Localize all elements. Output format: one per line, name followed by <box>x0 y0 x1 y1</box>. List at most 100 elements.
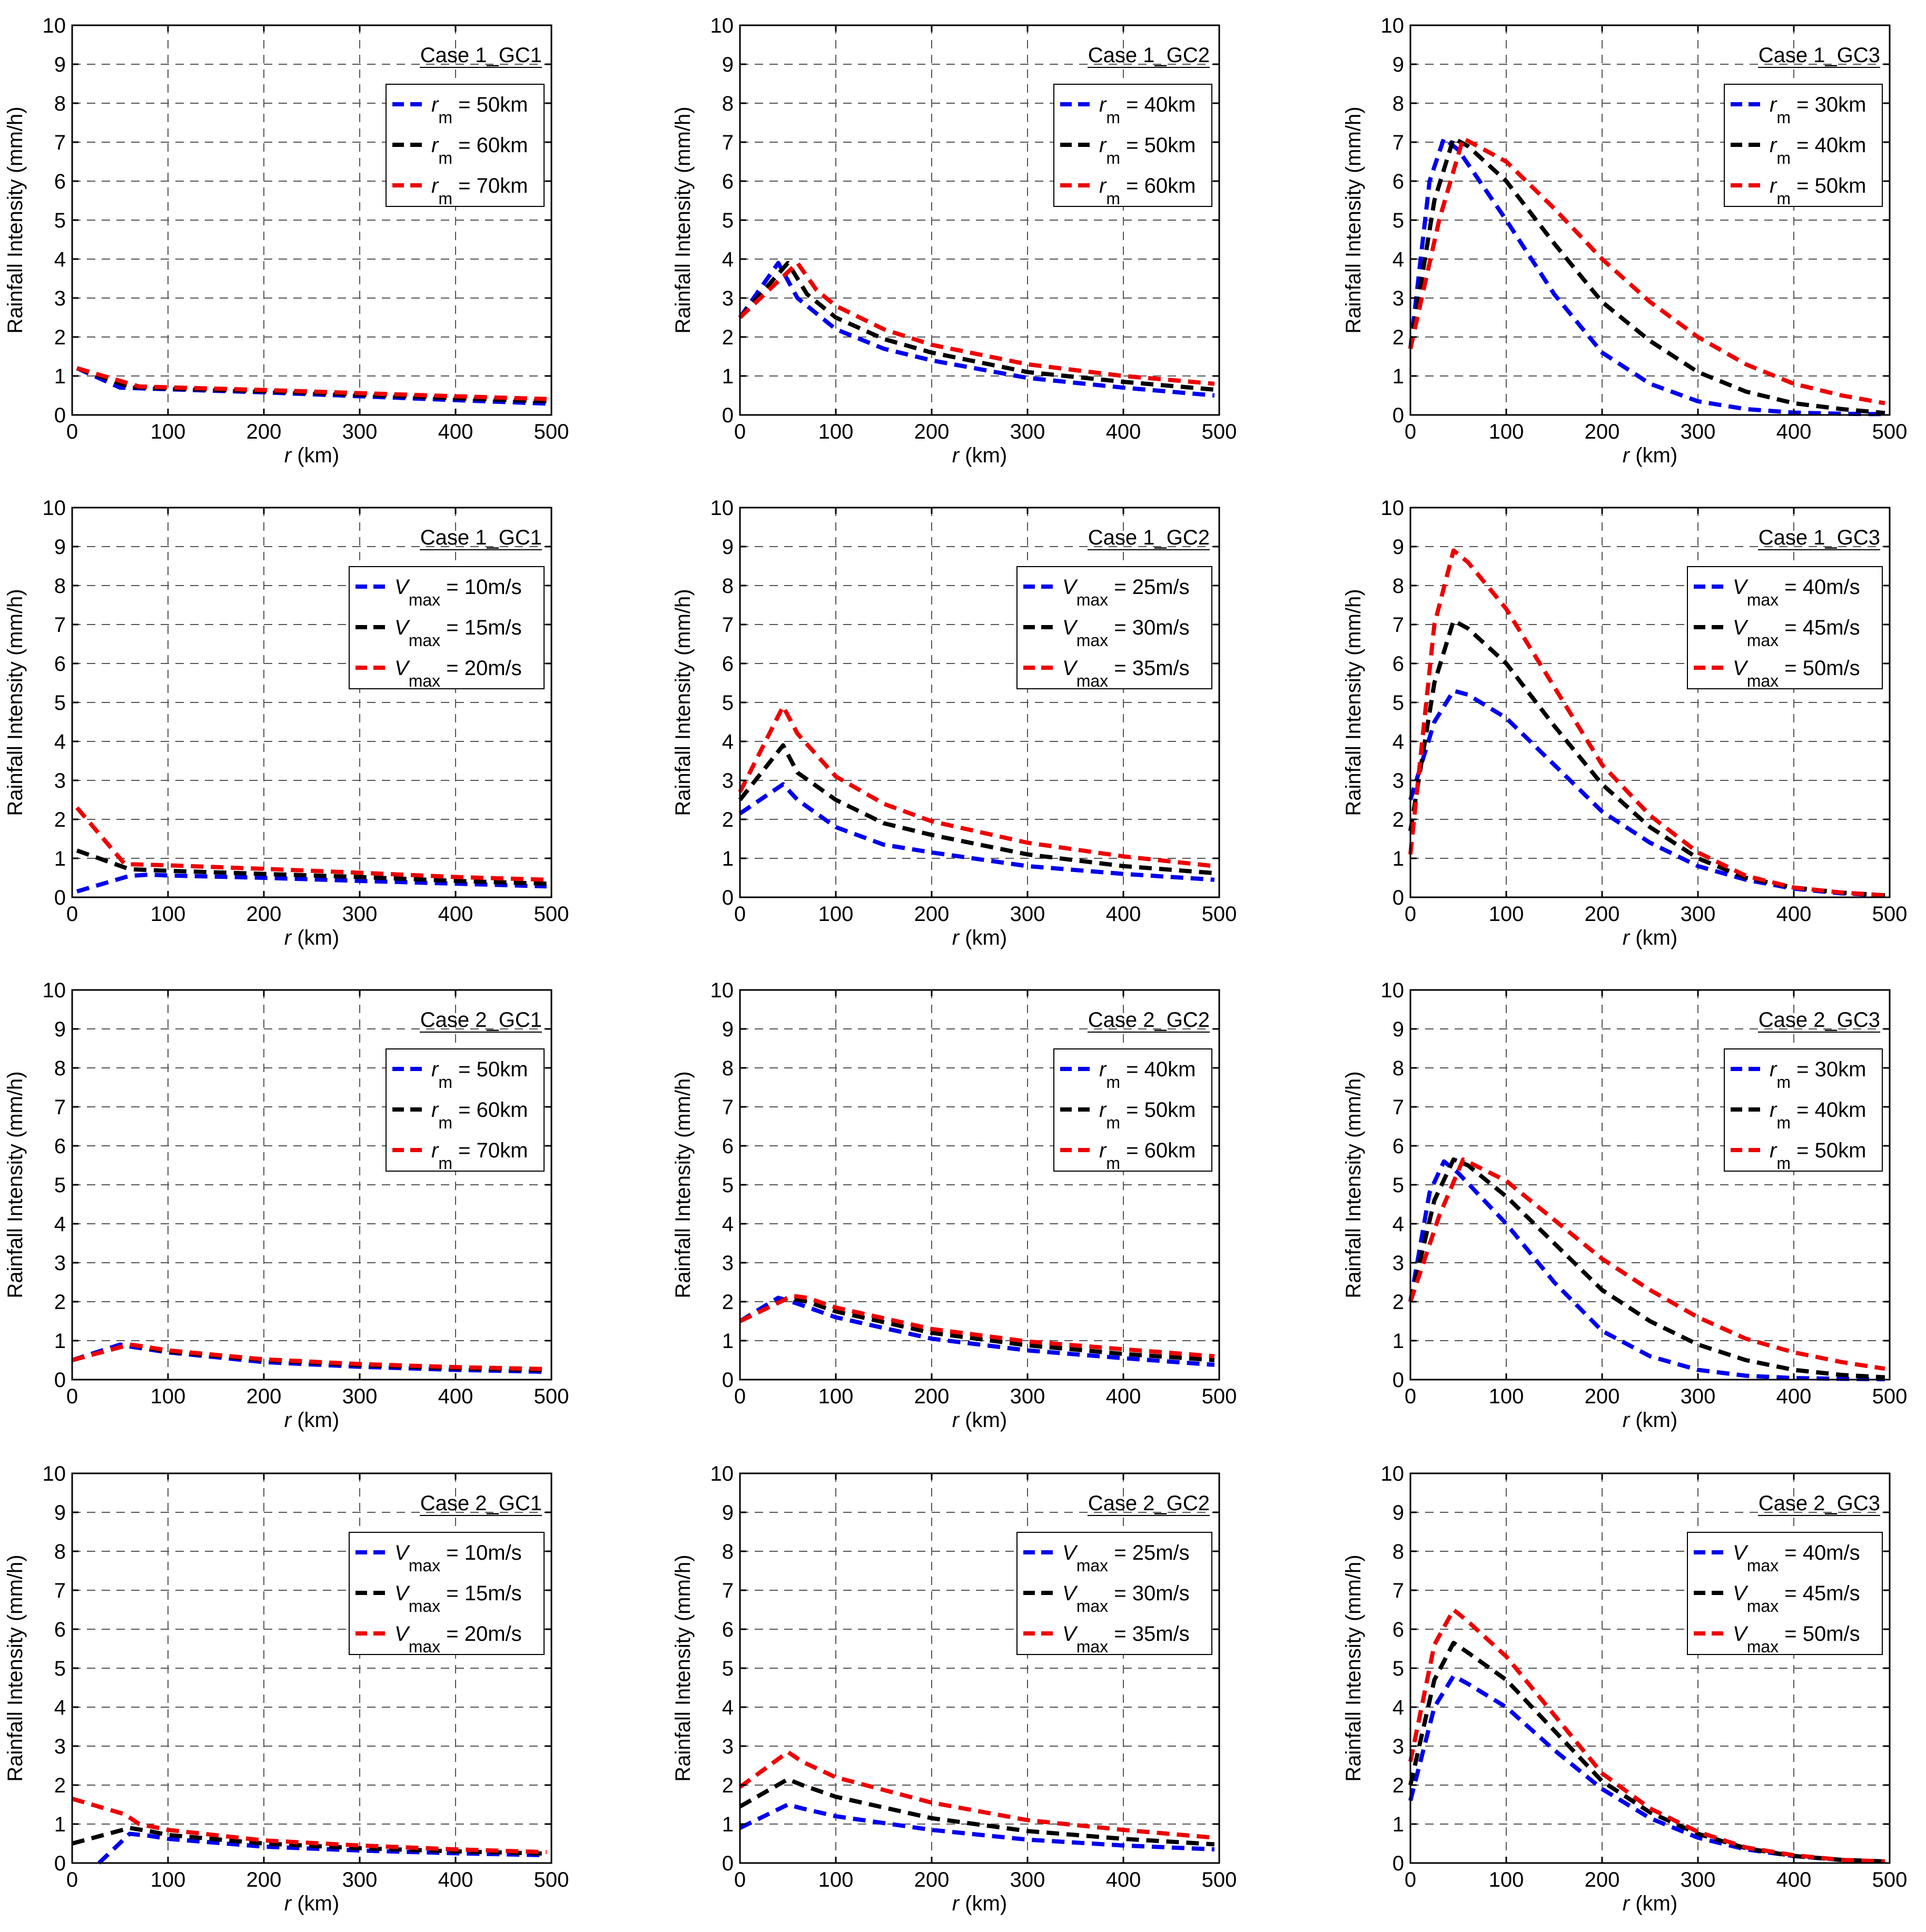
legend-label-1: Vmax = 40m/s <box>1733 576 1860 609</box>
y-tick-label: 2 <box>54 808 66 831</box>
y-axis-label: Rainfall Intensity (mm/h) <box>1342 589 1365 816</box>
series-line-3 <box>71 1797 547 1855</box>
chart-panel-9: 0 100 200 300 400 500 0 1 2 3 4 5 6 7 8 9 10 r (km) Rainfa… <box>1342 979 1907 1432</box>
chart-title: Case 1_GC3 <box>1759 526 1880 549</box>
y-tick-label: 6 <box>722 1618 734 1641</box>
y-tick-label: 3 <box>1392 1252 1404 1275</box>
y-tick-label: 1 <box>54 365 66 388</box>
x-tick-label: 100 <box>1489 903 1524 926</box>
series-line-2 <box>738 261 1215 392</box>
legend: rm = 40km rm = 50km rm = 60km <box>1053 84 1212 208</box>
y-tick-label: 7 <box>54 613 66 637</box>
y-tick-label: 0 <box>722 1369 734 1392</box>
y-tick-label: 1 <box>1392 1330 1404 1353</box>
y-tick-label: 5 <box>722 691 734 715</box>
y-tick-label: 8 <box>1392 1057 1404 1080</box>
legend: rm = 30km rm = 40km rm = 50km <box>1724 84 1883 208</box>
y-tick-label: 7 <box>722 1579 734 1602</box>
y-tick-label: 2 <box>722 1774 734 1797</box>
legend: Vmax = 10m/s Vmax = 15m/s Vmax = 20m/s <box>349 1532 545 1656</box>
y-tick-label: 4 <box>722 1213 734 1236</box>
y-tick-label: 4 <box>54 1213 66 1236</box>
x-tick-label: 500 <box>534 903 569 926</box>
x-tick-label: 500 <box>1202 420 1237 443</box>
y-tick-label: 2 <box>722 1291 734 1314</box>
legend: Vmax = 40m/s Vmax = 45m/s Vmax = 50m/s <box>1687 1532 1883 1656</box>
legend-label-2: Vmax = 30m/s <box>1062 1582 1190 1616</box>
x-tick-label: 400 <box>438 903 473 926</box>
series-line-3 <box>71 1342 547 1371</box>
x-tick-label: 400 <box>1106 903 1141 926</box>
x-tick-label: 100 <box>818 420 854 443</box>
legend-label-3: rm = 50km <box>1770 174 1866 208</box>
y-axis-label: Rainfall Intensity (mm/h) <box>671 1071 695 1298</box>
x-tick-label: 0 <box>1405 1868 1416 1891</box>
x-tick-label: 200 <box>246 903 282 926</box>
chart-panel-10: 0 100 200 300 400 500 0 1 2 3 4 5 6 7 8 9 10 r (km) Rainfa… <box>4 1462 569 1915</box>
y-axis-label: Rainfall Intensity (mm/h) <box>1342 1554 1365 1781</box>
x-tick-label: 300 <box>1010 903 1045 926</box>
chart-title: Case 1_GC1 <box>420 526 542 549</box>
x-tick-label: 300 <box>1681 420 1716 443</box>
y-axis-label: Rainfall Intensity (mm/h) <box>671 106 695 333</box>
y-tick-label: 5 <box>722 1657 734 1680</box>
y-tick-label: 7 <box>722 131 734 154</box>
x-axis-label: r (km) <box>1623 444 1677 467</box>
x-tick-label: 200 <box>914 420 950 443</box>
y-tick-label: 8 <box>54 92 66 115</box>
x-tick-label: 300 <box>342 1385 378 1408</box>
y-tick-label: 1 <box>1392 847 1404 870</box>
legend-label-1: Vmax = 10m/s <box>394 1541 522 1575</box>
x-tick-label: 0 <box>66 1868 78 1891</box>
chart-title: Case 2_GC2 <box>1088 1008 1210 1032</box>
x-tick-label: 200 <box>1585 420 1620 443</box>
y-axis-label: Rainfall Intensity (mm/h) <box>1342 106 1365 333</box>
y-tick-label: 7 <box>1392 613 1404 637</box>
x-tick-label: 100 <box>1489 420 1524 443</box>
y-tick-label: 1 <box>1392 365 1404 388</box>
chart-title: Case 2_GC3 <box>1759 1008 1880 1032</box>
x-axis-label: r (km) <box>952 1892 1007 1915</box>
y-tick-label: 5 <box>1392 691 1404 715</box>
chart-title: Case 2_GC2 <box>1088 1492 1210 1515</box>
y-tick-label: 6 <box>54 1618 66 1641</box>
legend-label-2: rm = 50km <box>1099 134 1196 167</box>
y-tick-label: 1 <box>1392 1813 1404 1836</box>
chart-panel-12: 0 100 200 300 400 500 0 1 2 3 4 5 6 7 8 9 10 r (km) Rainfa… <box>1342 1462 1907 1915</box>
y-tick-label: 6 <box>1392 170 1404 193</box>
legend-label-3: Vmax = 35m/s <box>1062 1622 1190 1656</box>
series-line-3 <box>1408 136 1885 405</box>
y-tick-label: 1 <box>54 1330 66 1353</box>
x-tick-label: 100 <box>818 1385 854 1408</box>
y-tick-label: 4 <box>722 1696 734 1719</box>
series-line-3 <box>1408 548 1885 898</box>
x-axis-label: r (km) <box>952 1409 1007 1432</box>
y-tick-label: 6 <box>722 170 734 193</box>
legend-label-2: Vmax = 45m/s <box>1733 1582 1860 1616</box>
legend-label-3: Vmax = 50m/s <box>1733 657 1860 690</box>
y-tick-label: 0 <box>54 1852 66 1875</box>
y-tick-label: 0 <box>722 886 734 909</box>
x-tick-label: 100 <box>151 1868 186 1891</box>
x-tick-label: 200 <box>1585 903 1620 926</box>
y-tick-label: 6 <box>1392 1618 1404 1641</box>
x-tick-label: 500 <box>1202 903 1237 926</box>
y-axis-label: Rainfall Intensity (mm/h) <box>4 106 27 333</box>
y-tick-label: 10 <box>1381 14 1405 37</box>
legend-label-3: rm = 60km <box>1099 174 1196 208</box>
series-line-2 <box>76 848 547 886</box>
legend-label-1: rm = 30km <box>1770 93 1866 127</box>
legend: rm = 50km rm = 60km rm = 70km <box>386 84 545 208</box>
legend: Vmax = 25m/s Vmax = 30m/s Vmax = 35m/s <box>1016 566 1212 690</box>
x-tick-label: 200 <box>1585 1385 1620 1408</box>
y-tick-label: 8 <box>54 1540 66 1563</box>
y-tick-label: 2 <box>1392 1774 1404 1797</box>
series-line-2 <box>1408 1157 1885 1380</box>
y-tick-label: 1 <box>722 847 734 870</box>
legend-label-1: Vmax = 25m/s <box>1062 576 1190 609</box>
x-tick-label: 400 <box>438 1385 473 1408</box>
x-tick-label: 400 <box>1106 420 1141 443</box>
y-tick-label: 1 <box>54 1813 66 1836</box>
y-tick-label: 8 <box>722 92 734 115</box>
chart-panel-8: 0 100 200 300 400 500 0 1 2 3 4 5 6 7 8 9 10 r (km) Rainfa… <box>671 979 1237 1432</box>
